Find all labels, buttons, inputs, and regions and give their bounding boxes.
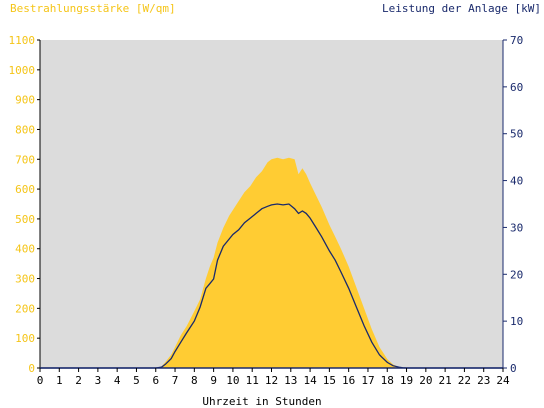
x-tick-label: 20 — [419, 374, 432, 387]
x-tick-label: 12 — [265, 374, 278, 387]
left-tick-label: 800 — [15, 123, 35, 136]
x-tick-label: 3 — [95, 374, 102, 387]
left-tick-label: 700 — [15, 153, 35, 166]
left-tick-label: 600 — [15, 183, 35, 196]
right-tick-label: 20 — [510, 268, 523, 281]
left-tick-label: 300 — [15, 273, 35, 286]
x-tick-label: 18 — [381, 374, 394, 387]
right-tick-label: 60 — [510, 81, 523, 94]
left-tick-label: 1100 — [9, 34, 36, 47]
x-tick-label: 19 — [400, 374, 413, 387]
power-line — [40, 203, 503, 369]
right-tick-label: 30 — [510, 221, 523, 234]
x-tick-label: 6 — [152, 374, 159, 387]
x-tick-label: 13 — [284, 374, 297, 387]
right-tick-label: 40 — [510, 175, 523, 188]
left-tick-label: 500 — [15, 213, 35, 226]
left-tick-label: 200 — [15, 302, 35, 315]
x-axis-title: Uhrzeit in Stunden — [202, 395, 321, 408]
left-axis-title: Bestrahlungsstärke [W/qm] — [10, 2, 176, 15]
x-tick-label: 8 — [191, 374, 198, 387]
left-tick-label: 400 — [15, 243, 35, 256]
x-tick-label: 24 — [496, 374, 510, 387]
right-tick-label: 10 — [510, 315, 523, 328]
left-tick-label: 0 — [28, 362, 35, 375]
x-tick-label: 9 — [210, 374, 217, 387]
x-tick-label: 2 — [75, 374, 82, 387]
x-tick-label: 11 — [246, 374, 259, 387]
series-layer — [40, 157, 503, 369]
x-tick-label: 0 — [37, 374, 44, 387]
right-tick-label: 50 — [510, 128, 523, 141]
irradiance-area — [40, 157, 503, 368]
x-tick-label: 21 — [439, 374, 452, 387]
x-tick-label: 17 — [361, 374, 374, 387]
left-tick-label: 900 — [15, 94, 35, 107]
left-tick-labels: 0 100 200 300 400 500 600 700 800 900 1000 1100 — [9, 34, 40, 375]
x-tick-label: 23 — [477, 374, 490, 387]
left-tick-label: 100 — [15, 332, 35, 345]
x-tick-label: 5 — [133, 374, 140, 387]
right-axis-title: Leistung der Anlage [kW] — [382, 2, 541, 15]
x-tick-label: 10 — [226, 374, 239, 387]
x-tick-label: 1 — [56, 374, 63, 387]
x-tick-label: 7 — [172, 374, 179, 387]
x-tick-label: 22 — [458, 374, 471, 387]
right-tick-labels: 0 10 20 30 40 50 60 70 — [503, 34, 523, 375]
x-tick-label: 14 — [303, 374, 317, 387]
x-tick-label: 4 — [114, 374, 121, 387]
right-tick-label: 0 — [510, 362, 517, 375]
x-tick-label: 16 — [342, 374, 355, 387]
x-tick-label: 15 — [323, 374, 336, 387]
right-tick-label: 70 — [510, 34, 523, 47]
left-tick-label: 1000 — [9, 64, 36, 77]
x-tick-labels: 0 1 2 3 4 5 6 7 8 9 10 11 12 13 14 15 16 17 18 19 20 21 22 23 24 — [37, 368, 510, 387]
